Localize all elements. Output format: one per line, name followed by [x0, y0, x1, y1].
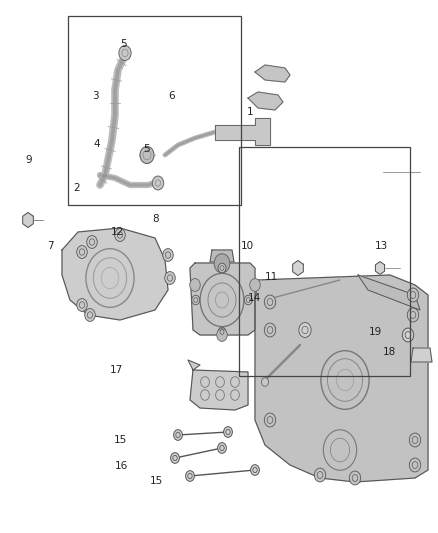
- Text: 8: 8: [152, 214, 159, 223]
- Polygon shape: [190, 370, 248, 410]
- Circle shape: [261, 378, 268, 386]
- Circle shape: [409, 458, 420, 472]
- Polygon shape: [293, 261, 303, 276]
- Circle shape: [165, 272, 175, 285]
- Text: 15: 15: [150, 476, 163, 486]
- Circle shape: [251, 465, 259, 475]
- Circle shape: [409, 433, 420, 447]
- Text: 4: 4: [94, 139, 101, 149]
- Polygon shape: [190, 263, 255, 335]
- Circle shape: [264, 295, 276, 309]
- Text: 16: 16: [115, 462, 128, 471]
- Circle shape: [264, 413, 276, 427]
- Circle shape: [250, 279, 260, 292]
- Text: 1: 1: [246, 107, 253, 117]
- Bar: [68, 16, 241, 205]
- Circle shape: [264, 323, 276, 337]
- Polygon shape: [188, 360, 200, 370]
- Circle shape: [299, 322, 311, 337]
- Circle shape: [115, 229, 125, 241]
- Text: 11: 11: [265, 272, 278, 282]
- Circle shape: [77, 298, 87, 311]
- Text: 19: 19: [369, 327, 382, 336]
- Text: 2: 2: [73, 183, 80, 192]
- Bar: [239, 147, 410, 376]
- Polygon shape: [411, 348, 432, 362]
- Polygon shape: [210, 250, 234, 262]
- Text: 7: 7: [47, 241, 54, 251]
- Circle shape: [244, 295, 252, 305]
- Circle shape: [217, 329, 227, 342]
- Text: 14: 14: [247, 294, 261, 303]
- Circle shape: [350, 471, 361, 485]
- Circle shape: [218, 327, 226, 337]
- Text: 5: 5: [143, 144, 150, 154]
- Circle shape: [314, 468, 326, 482]
- Polygon shape: [358, 275, 420, 310]
- Circle shape: [140, 147, 154, 164]
- Circle shape: [224, 427, 233, 438]
- Polygon shape: [23, 213, 33, 228]
- Circle shape: [186, 471, 194, 481]
- Text: 13: 13: [374, 241, 388, 251]
- Circle shape: [152, 176, 164, 190]
- Text: 17: 17: [110, 366, 123, 375]
- Circle shape: [85, 309, 95, 321]
- Text: 12: 12: [111, 227, 124, 237]
- Circle shape: [77, 246, 87, 259]
- Circle shape: [119, 45, 131, 60]
- Circle shape: [173, 430, 182, 440]
- Text: 18: 18: [383, 347, 396, 357]
- Text: 3: 3: [92, 91, 99, 101]
- Circle shape: [403, 328, 414, 342]
- Circle shape: [190, 279, 200, 292]
- Polygon shape: [248, 92, 283, 110]
- Text: 9: 9: [25, 155, 32, 165]
- Text: 5: 5: [120, 39, 127, 49]
- Circle shape: [407, 288, 419, 302]
- Polygon shape: [375, 262, 385, 274]
- Polygon shape: [62, 228, 168, 320]
- Text: 15: 15: [114, 435, 127, 445]
- Circle shape: [214, 254, 230, 273]
- Circle shape: [218, 443, 226, 454]
- Circle shape: [218, 263, 226, 273]
- Circle shape: [163, 248, 173, 261]
- Polygon shape: [255, 275, 428, 482]
- Circle shape: [192, 295, 200, 305]
- Circle shape: [407, 308, 419, 322]
- Polygon shape: [215, 118, 270, 145]
- Circle shape: [87, 236, 97, 248]
- Circle shape: [171, 453, 180, 463]
- Text: 6: 6: [168, 91, 175, 101]
- Polygon shape: [255, 65, 290, 82]
- Text: 10: 10: [241, 241, 254, 251]
